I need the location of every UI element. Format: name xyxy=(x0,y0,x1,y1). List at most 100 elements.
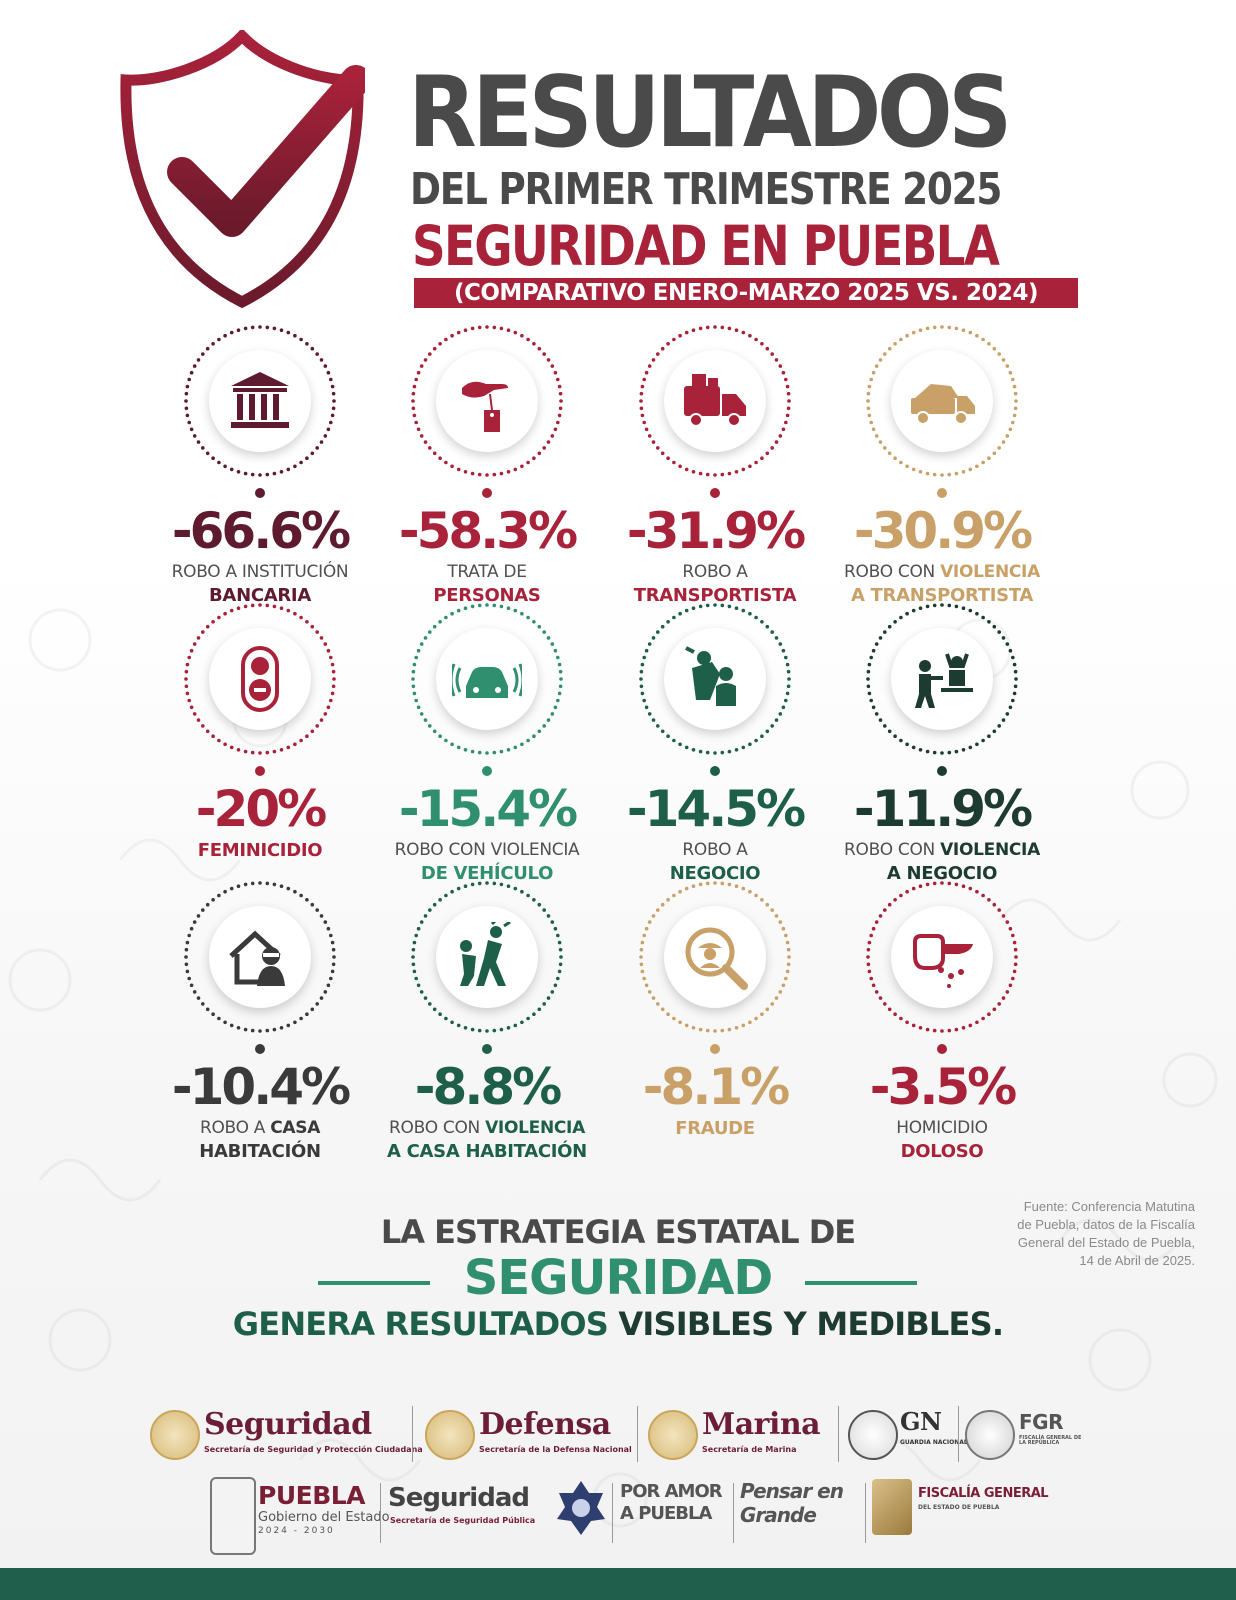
logo-separator xyxy=(838,1406,839,1462)
connector-dot xyxy=(482,488,492,498)
stat-value: -10.4% xyxy=(171,1058,351,1116)
stat-value: -30.9% xyxy=(853,502,1033,560)
house-thief-icon xyxy=(229,930,285,986)
logo-fiscalia-puebla: FISCALÍA GENERAL DEL ESTADO DE PUEBLA xyxy=(872,1475,1049,1555)
connector-dot xyxy=(710,1044,720,1054)
stat-value: -3.5% xyxy=(869,1058,1017,1116)
icon-badge xyxy=(639,881,791,1033)
logo-separator xyxy=(612,1483,613,1543)
stat-label-line-2: A NEGOCIO xyxy=(886,863,998,884)
dotted-ring xyxy=(184,325,336,477)
stat-label-line-2: DOLOSO xyxy=(900,1141,984,1162)
logo-puebla-gobierno: PUEBLA Gobierno del Estado 2024 - 2030 xyxy=(210,1475,390,1555)
dotted-ring xyxy=(411,325,563,477)
icon-badge xyxy=(184,325,336,477)
logo-name: Seguridad xyxy=(204,1407,372,1442)
topic-title: SEGURIDAD EN PUEBLA xyxy=(412,214,1000,278)
stat-value: -14.5% xyxy=(626,780,806,838)
strategy-line-1: LA ESTRATEGIA ESTATAL DE xyxy=(380,1213,856,1251)
icon-badge xyxy=(411,881,563,1033)
logo-years: 2024 - 2030 xyxy=(258,1526,335,1536)
coat-of-arms-icon xyxy=(965,1410,1015,1460)
logo-subtitle: DEL ESTADO DE PUEBLA xyxy=(918,1504,1000,1511)
coat-of-arms-icon xyxy=(150,1410,200,1460)
strategy-emphasis-a: GENERA RESULTADOS xyxy=(232,1305,619,1343)
logo-subtitle: FISCALÍA GENERAL DE LA REPÚBLICA xyxy=(1019,1435,1082,1446)
stat-label-line-1: ROBO A xyxy=(570,842,860,859)
connector-dot xyxy=(937,488,947,498)
stat-value: -8.1% xyxy=(642,1058,790,1116)
dotted-ring xyxy=(866,881,1018,1033)
stat-card: -58.3% TRATA DE PERSONAS xyxy=(372,325,602,605)
dotted-ring xyxy=(184,603,336,755)
stat-label-text: ROBO A INSTITUCIÓN xyxy=(171,562,349,582)
logo-subtitle: Secretaría de Seguridad Pública xyxy=(390,1516,536,1525)
logo-name: POR AMOR A PUEBLA xyxy=(620,1481,723,1524)
stat-card: -15.4% ROBO CON VIOLENCIA DE VEHÍCULO xyxy=(372,603,602,883)
connector-dot xyxy=(710,766,720,776)
strategy-emphasis-b: VISIBLES Y MEDIBLES. xyxy=(618,1305,1004,1343)
connector-dot xyxy=(937,766,947,776)
logo-separator xyxy=(380,1483,381,1543)
logo-subtitle: Secretaría de Marina xyxy=(702,1445,797,1454)
stat-card: -3.5% HOMICIDIO DOLOSO xyxy=(827,881,1057,1161)
logo-pensar-en-grande: Pensar en Grande xyxy=(740,1479,860,1539)
logo-por-amor-a-puebla: POR AMOR A PUEBLA xyxy=(620,1481,730,1541)
stat-label-text: TRATA DE xyxy=(447,562,527,582)
guardia-emblem-icon xyxy=(848,1410,898,1460)
dotted-ring xyxy=(866,325,1018,477)
comparison-banner: (COMPARATIVO ENERO-MARZO 2025 VS. 2024) xyxy=(414,278,1078,308)
logo-seguridad-federal: Seguridad Secretaría de Seguridad y Prot… xyxy=(150,1404,423,1466)
stat-label-line-1: ROBO A CASA xyxy=(115,1120,405,1137)
stat-value: -58.3% xyxy=(398,502,578,560)
stat-label-emphasis: VIOLENCIA xyxy=(940,562,1040,582)
logo-name: FGR xyxy=(1019,1410,1063,1434)
stat-label-line-1: ROBO A INSTITUCIÓN xyxy=(115,564,405,581)
stat-label-line-1: TRATA DE xyxy=(342,564,632,581)
logo-subtitle: GUARDIA NACIONAL xyxy=(900,1439,968,1446)
state-logos: PUEBLA Gobierno del Estado 2024 - 2030 S… xyxy=(210,1475,1049,1555)
icon-badge xyxy=(866,325,1018,477)
stat-value: -11.9% xyxy=(853,780,1033,838)
stat-label-text: ROBO CON xyxy=(844,562,941,582)
stat-label-line-2: A TRANSPORTISTA xyxy=(850,585,1034,606)
logo-subtitle: Gobierno del Estado xyxy=(258,1510,390,1525)
stat-label-text: ROBO A xyxy=(199,1118,271,1138)
dotted-ring xyxy=(639,603,791,755)
stat-card: -8.8% ROBO CON VIOLENCIA A CASA HABITACI… xyxy=(372,881,602,1161)
icon-face xyxy=(209,906,311,1008)
connector-dot xyxy=(710,488,720,498)
stat-label-line-2: TRANSPORTISTA xyxy=(633,585,797,606)
stat-value: -15.4% xyxy=(398,780,578,838)
stat-label-text: ROBO CON VIOLENCIA xyxy=(394,840,580,860)
stat-value: -66.6% xyxy=(171,502,351,560)
dotted-ring xyxy=(866,603,1018,755)
stat-card: -11.9% ROBO CON VIOLENCIA A NEGOCIO xyxy=(827,603,1057,883)
police-badge-icon xyxy=(555,1479,607,1539)
coat-of-arms-icon xyxy=(425,1410,475,1460)
stat-label-line-2: HABITACIÓN xyxy=(199,1141,321,1162)
stat-card: -8.1% FRAUDE xyxy=(600,881,830,1152)
federal-logos: Seguridad Secretaría de Seguridad y Prot… xyxy=(150,1404,1090,1466)
icon-badge xyxy=(639,603,791,755)
logo-name: FISCALÍA GENERAL xyxy=(918,1486,1049,1501)
stat-value: -20% xyxy=(195,780,327,838)
logo-name: PUEBLA xyxy=(258,1481,366,1510)
stat-label-emphasis: CASA xyxy=(270,1118,321,1138)
fist-knife-icon xyxy=(913,934,973,988)
source-line: General del Estado de Puebla, xyxy=(1017,1235,1195,1250)
armed-robbery-icon xyxy=(915,653,973,708)
robbery-icon xyxy=(685,646,736,706)
icon-badge xyxy=(866,603,1018,755)
stat-label-line-2: FEMINICIDIO xyxy=(197,840,323,861)
logo-separator xyxy=(733,1483,734,1543)
logo-separator xyxy=(865,1483,866,1543)
logo-fgr: FGR FISCALÍA GENERAL DE LA REPÚBLICA xyxy=(965,1404,1090,1466)
icon-badge xyxy=(184,603,336,755)
stat-label-line-2: BANCARIA xyxy=(209,585,311,606)
bottom-band xyxy=(0,1568,1236,1600)
source-note: Fuente: Conferencia Matutina de Puebla, … xyxy=(955,1198,1195,1270)
source-line: de Puebla, datos de la Fiscalía xyxy=(1017,1217,1195,1232)
logo-seguridad-publica: Seguridad Secretaría de Seguridad Públic… xyxy=(388,1475,553,1555)
